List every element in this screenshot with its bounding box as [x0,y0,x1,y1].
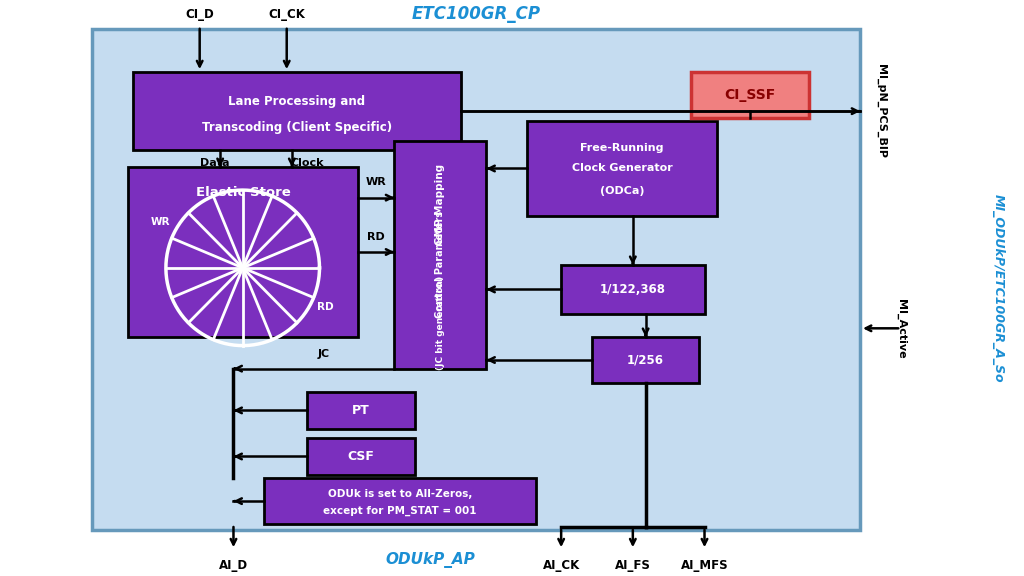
Text: WR: WR [366,177,387,187]
FancyBboxPatch shape [133,72,461,150]
Text: MI_pN_PCS_BIP: MI_pN_PCS_BIP [876,64,886,158]
Text: ODUkP_AP: ODUkP_AP [385,552,475,568]
FancyBboxPatch shape [128,167,358,337]
Text: CI_CK: CI_CK [268,8,305,21]
Text: Control Parameters: Control Parameters [435,210,445,317]
Text: AI_D: AI_D [219,559,248,572]
Text: Data: Data [201,158,229,168]
Text: MI_Active: MI_Active [896,298,906,358]
Text: Transcoding (Client Specific): Transcoding (Client Specific) [202,122,392,134]
Text: JC: JC [318,350,330,359]
FancyBboxPatch shape [92,29,860,530]
Text: 1/122,368: 1/122,368 [600,283,666,296]
Text: MI_ODUkP/ETC100GR_A_So: MI_ODUkP/ETC100GR_A_So [992,194,1005,382]
Text: Lane Processing and: Lane Processing and [228,95,366,108]
Text: CI_SSF: CI_SSF [724,88,776,102]
Text: ODUk is set to All-Zeros,: ODUk is set to All-Zeros, [328,489,472,499]
Text: (JC bit generation): (JC bit generation) [436,276,444,370]
Text: ETC100GR_CP: ETC100GR_CP [412,5,541,24]
Text: Elastic Store: Elastic Store [196,187,291,199]
FancyBboxPatch shape [561,265,705,314]
Text: AI_CK: AI_CK [543,559,580,572]
Text: WR: WR [151,217,170,227]
FancyBboxPatch shape [691,72,809,118]
Text: RD: RD [317,302,334,312]
Text: Free-Running: Free-Running [581,143,664,153]
FancyBboxPatch shape [527,121,717,216]
Text: AI_MFS: AI_MFS [681,559,728,572]
FancyBboxPatch shape [307,438,415,475]
Text: Clock: Clock [291,158,324,168]
Text: GMP Mapping: GMP Mapping [435,164,445,245]
Text: except for PM_STAT = 001: except for PM_STAT = 001 [324,506,476,517]
FancyBboxPatch shape [592,337,699,383]
Text: AI_FS: AI_FS [614,559,651,572]
Text: 1/256: 1/256 [627,354,665,366]
FancyBboxPatch shape [307,392,415,429]
Text: CSF: CSF [347,450,375,463]
Text: (ODCa): (ODCa) [600,186,644,196]
Text: PT: PT [352,404,370,417]
FancyBboxPatch shape [264,478,536,524]
Text: CI_D: CI_D [185,8,214,21]
FancyBboxPatch shape [394,141,486,369]
Text: Clock Generator: Clock Generator [571,164,673,173]
Text: RD: RD [368,232,385,242]
